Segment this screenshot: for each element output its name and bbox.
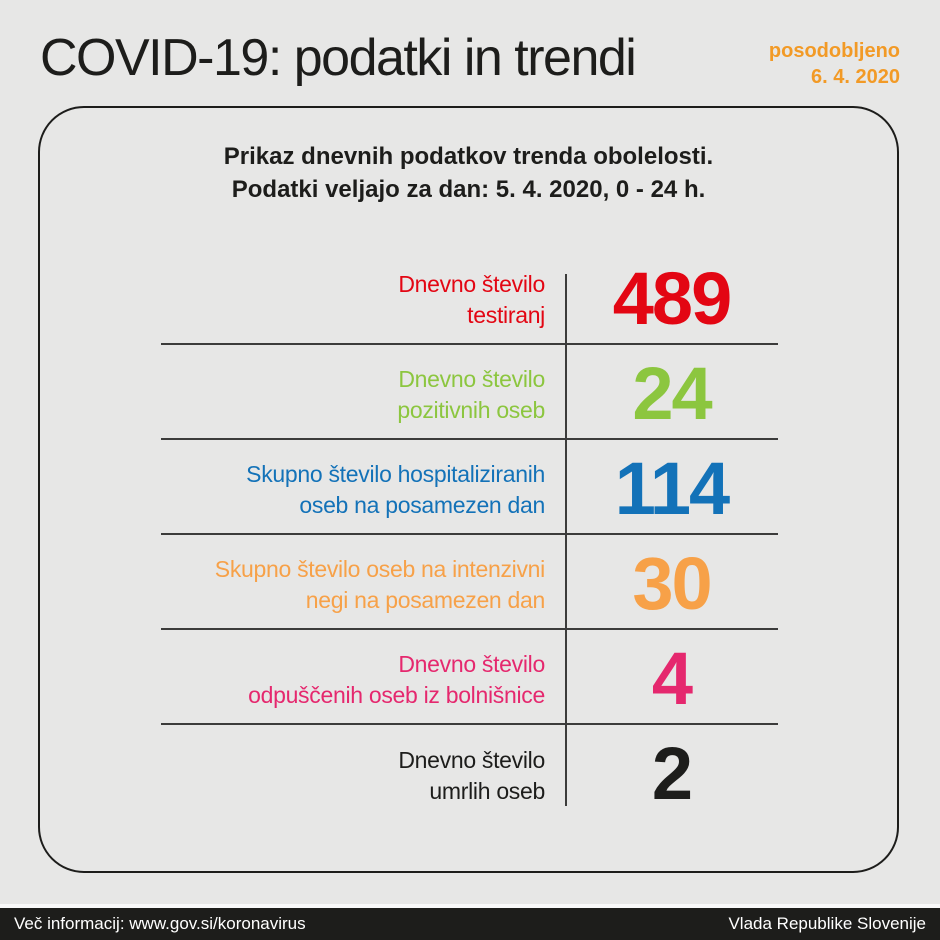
stat-label-line1: Dnevno število	[398, 365, 545, 392]
stat-label: Skupno število hospitaliziranih oseb na …	[161, 440, 565, 533]
panel-header-line1: Prikaz dnevnih podatkov trenda obolelost…	[223, 143, 714, 170]
stat-value: 4	[651, 637, 693, 720]
stat-label: Dnevno število pozitivnih oseb	[161, 345, 565, 438]
footer-bar: Več informacij: www.gov.si/koronavirus V…	[0, 908, 940, 940]
stat-label-line1: Skupno število hospitaliziranih	[246, 460, 545, 487]
stat-label-line1: Dnevno število	[398, 270, 545, 297]
stat-label-line2: odpuščenih oseb iz bolnišnice	[248, 681, 545, 708]
stat-label-line2: testiranj	[467, 301, 545, 328]
stat-value: 2	[651, 732, 693, 815]
updated-date: 6. 4. 2020	[811, 66, 900, 88]
vertical-divider	[565, 274, 567, 806]
stat-label: Dnevno število testiranj	[161, 250, 565, 343]
footer-org-text: Vlada Republike Slovenije	[728, 914, 926, 933]
footer-info-text: Več informacij: www.gov.si/koronavirus	[14, 914, 306, 933]
updated-label: posodobljeno	[768, 40, 900, 62]
page-header: COVID-19: podatki in trendi posodobljeno…	[40, 28, 900, 88]
stat-value: 24	[632, 352, 712, 435]
stat-label-line2: umrlih oseb	[429, 777, 545, 804]
footer-light-strip	[0, 904, 940, 908]
updated-block: posodobljeno 6. 4. 2020	[769, 38, 900, 90]
panel-header-line2: Podatki veljajo za dan: 5. 4. 2020, 0 - …	[231, 176, 706, 203]
stat-row-tests: Dnevno število testiranj 489	[161, 250, 778, 345]
stat-row-icu: Skupno število oseb na intenzivni negi n…	[161, 535, 778, 630]
stat-label-line2: pozitivnih oseb	[397, 396, 545, 423]
stat-row-hospitalized: Skupno število hospitaliziranih oseb na …	[161, 440, 778, 535]
stat-label: Dnevno število odpuščenih oseb iz bolniš…	[161, 630, 565, 723]
stats-table: Dnevno število testiranj 489 Dnevno štev…	[161, 250, 778, 820]
stat-label-line1: Dnevno število	[398, 650, 545, 677]
page-title: COVID-19: podatki in trendi	[40, 29, 637, 87]
stat-label-line2: oseb na posamezen dan	[299, 491, 545, 518]
stat-row-discharged: Dnevno število odpuščenih oseb iz bolniš…	[161, 630, 778, 725]
stat-label: Skupno število oseb na intenzivni negi n…	[161, 535, 565, 628]
stat-label-line1: Skupno število oseb na intenzivni	[214, 555, 546, 582]
stat-value: 114	[614, 447, 730, 530]
data-panel: Prikaz dnevnih podatkov trenda obolelost…	[38, 106, 899, 873]
stat-value: 30	[632, 542, 712, 625]
panel-header: Prikaz dnevnih podatkov trenda obolelost…	[40, 140, 897, 206]
stat-value: 489	[612, 257, 732, 340]
stat-label-line2: negi na posamezen dan	[305, 586, 546, 613]
stat-label-line1: Dnevno število	[398, 746, 545, 773]
stat-row-positive: Dnevno število pozitivnih oseb 24	[161, 345, 778, 440]
stat-label: Dnevno število umrlih oseb	[161, 725, 565, 820]
stat-row-deaths: Dnevno število umrlih oseb 2	[161, 725, 778, 820]
